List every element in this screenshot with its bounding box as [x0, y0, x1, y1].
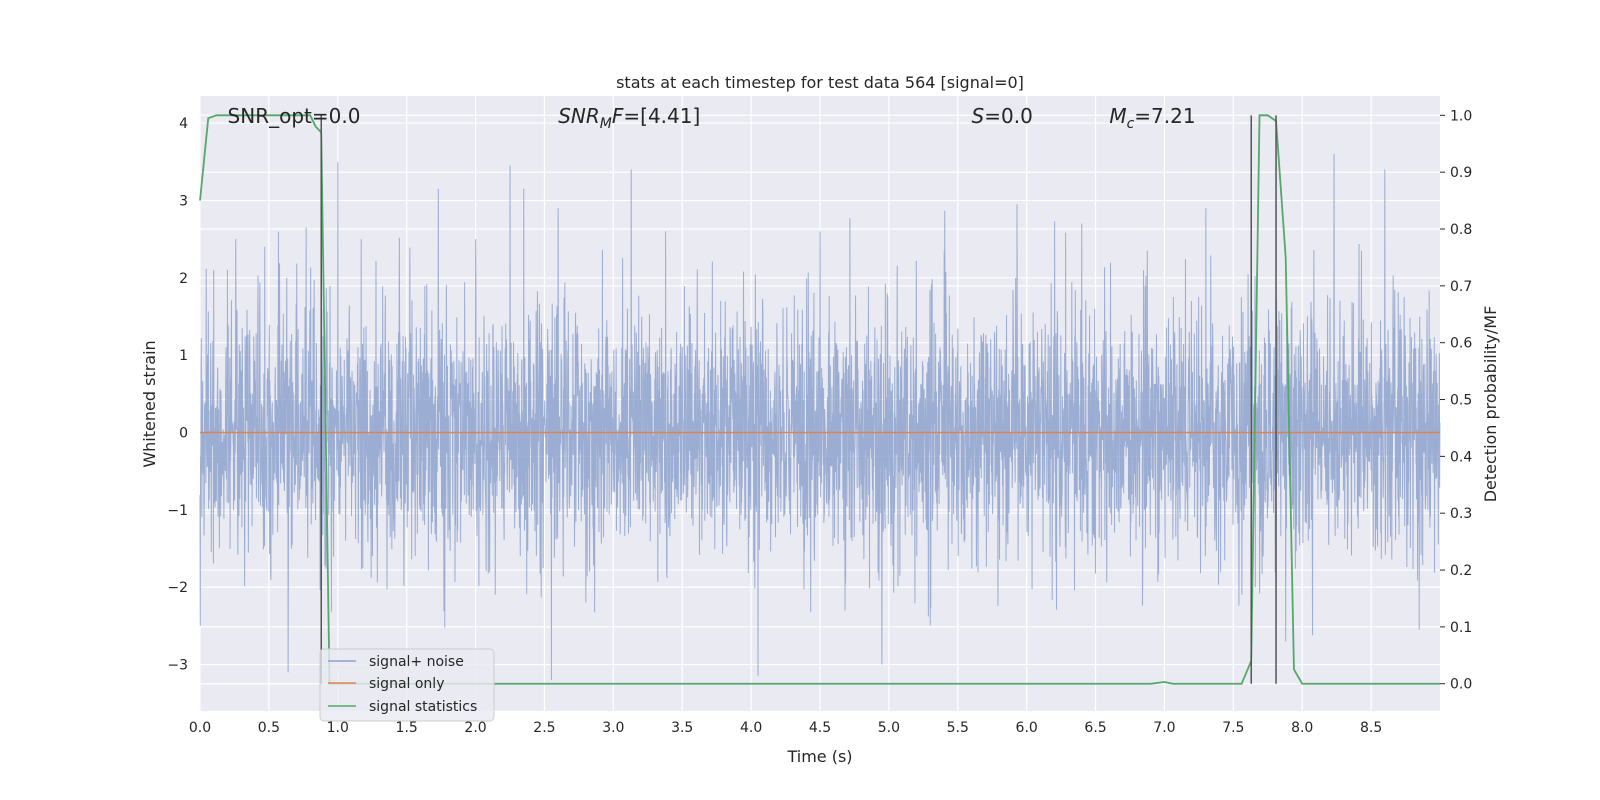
y2-tick-label: 0.1: [1450, 620, 1472, 636]
annotation-s: S=0.0: [972, 104, 1033, 128]
x-tick-label: 8.0: [1291, 720, 1313, 736]
legend-box: [319, 648, 495, 722]
legend-label-signal-only: signal only: [369, 676, 444, 692]
x-tick-label: 5.0: [878, 720, 900, 736]
annotations: SNR_opt=0.0 SNRMF=[4.41] S=0.0 Mc=7.21: [228, 104, 1196, 132]
annotation-snr-opt: SNR_opt=0.0: [228, 104, 361, 128]
x-tick-label: 6.0: [1016, 720, 1038, 736]
y2-tick-label: 0.3: [1450, 506, 1472, 522]
x-tick-label: 8.5: [1360, 720, 1382, 736]
y-tick-label: 2: [179, 271, 188, 287]
y-tick-label: 0: [179, 426, 188, 442]
x-tick-label: 0.5: [258, 720, 280, 736]
y2-axis-label: Detection probability/MF: [1481, 306, 1500, 503]
y2-tick-label: 0.9: [1450, 165, 1472, 181]
legend-label-signal-statistics: signal statistics: [369, 699, 477, 715]
x-tick-label: 3.0: [602, 720, 624, 736]
x-tick-label: 3.5: [671, 720, 693, 736]
x-tick-label: 2.0: [464, 720, 486, 736]
x-tick-label: 7.5: [1222, 720, 1244, 736]
vertical-markers: [320, 115, 1277, 684]
legend-label-signal-noise: signal+ noise: [369, 654, 464, 670]
y2-tick-label: 0.8: [1450, 222, 1472, 238]
y-tick-label: −1: [167, 503, 188, 519]
legend: signal+ noise signal only signal statist…: [319, 648, 495, 722]
x-tick-label: 4.5: [809, 720, 831, 736]
y2-tick-label: 0.7: [1450, 279, 1472, 295]
y-tick-label: −3: [167, 658, 188, 674]
y2-tick-label: 0.0: [1450, 677, 1472, 693]
y-axis-label: Whitened strain: [140, 340, 159, 467]
series-signal-noise: [199, 154, 1441, 681]
y2-tick-label: 1.0: [1450, 108, 1472, 124]
x-tick-label: 6.5: [1084, 720, 1106, 736]
annotation-snr-mf: SNRMF=[4.41]: [558, 104, 700, 132]
x-tick-label: 1.5: [396, 720, 418, 736]
x-tick-label: 7.0: [1153, 720, 1175, 736]
y2-tick-label: 0.2: [1450, 563, 1472, 579]
y2-tick-label: 0.4: [1450, 449, 1472, 465]
y-tick-label: 4: [179, 116, 188, 132]
y2-tick-label: 0.5: [1450, 393, 1472, 409]
y-tick-label: 3: [179, 193, 188, 209]
x-tick-label: 2.5: [533, 720, 555, 736]
x-tick-label: 4.0: [740, 720, 762, 736]
x-tick-label: 0.0: [189, 720, 211, 736]
y-tick-label: −2: [167, 580, 188, 596]
tick-labels: 0.0 0.5 1.0 1.5 2.0 2.5 3.0 3.5 4.0 4.5 5.0 5.5 6.0 6…: [167, 108, 1472, 736]
chart-title: stats at each timestep for test data 564…: [616, 73, 1024, 92]
x-tick-label: 1.0: [327, 720, 349, 736]
y2-tick-label: 0.6: [1450, 336, 1472, 352]
y-tick-label: 1: [179, 348, 188, 364]
x-axis-label: Time (s): [786, 747, 852, 766]
annotation-mc: Mc=7.21: [1109, 104, 1195, 132]
x-tick-label: 5.5: [947, 720, 969, 736]
